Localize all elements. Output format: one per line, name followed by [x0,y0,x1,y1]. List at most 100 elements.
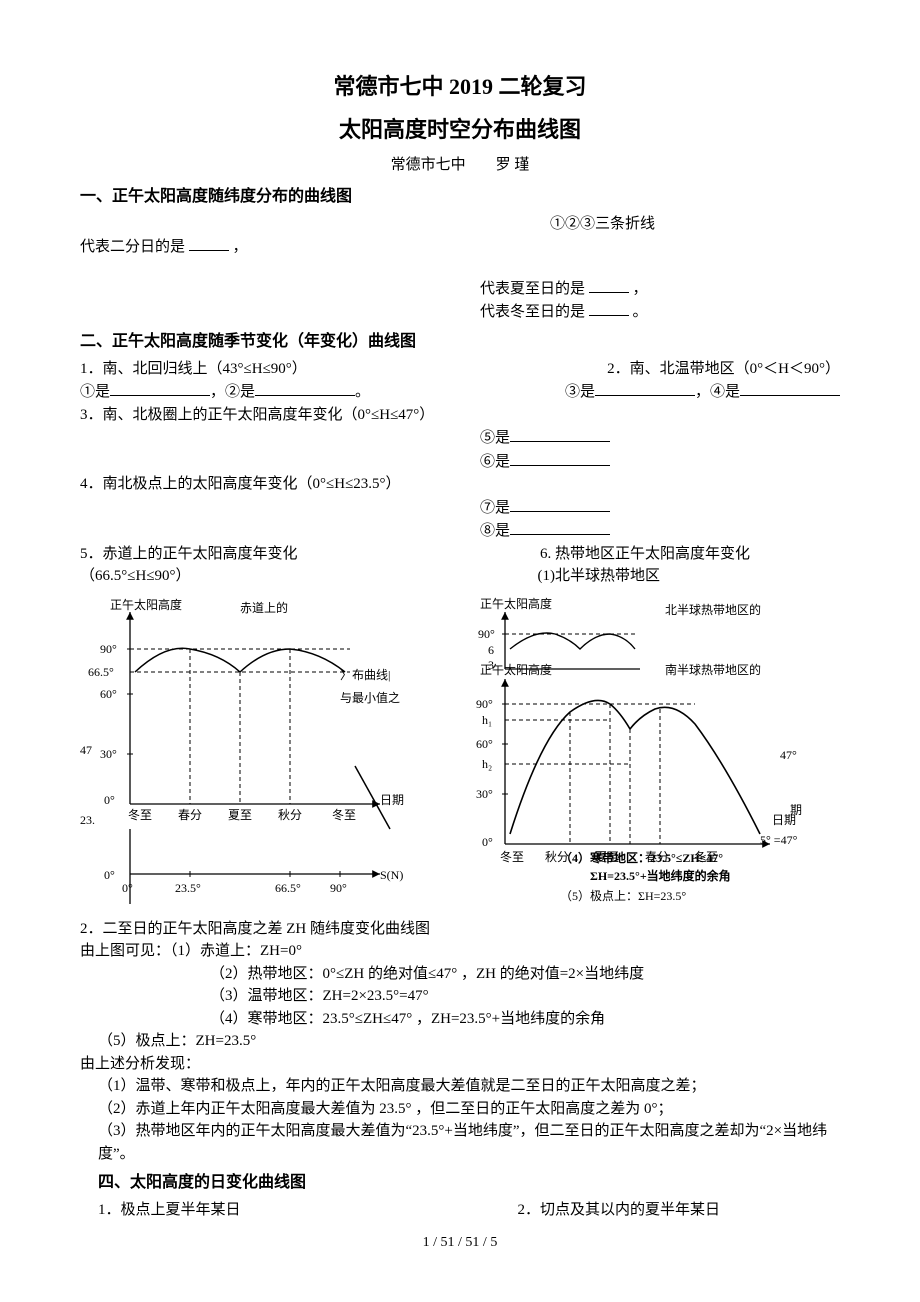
chartL-yt-4: 0° [104,793,115,807]
section-1-heading: 一、正午太阳高度随纬度分布的曲线图 [80,185,840,209]
s1-left-1a: 代表二分日的是 [80,239,185,255]
s2-line-3r-a: ⑤是 [480,426,840,450]
chartR-frag4: （4）寒带地区：23.5°≤ZH≤47° [560,850,723,865]
chartR-u-yt-0: 90° [478,627,495,641]
s2-l3r-b: ⑥是 [480,454,510,470]
chartR-yt-5: 60° [476,737,493,751]
chart-left: 〉布曲线| 与最小值之 47 23. 正午太阳高度 赤道上的 90° 66.5°… [80,594,440,914]
s2-l6b: (1)北半球热带地区 [538,565,661,588]
s2-line-3: 3．南、北极圈上的正午太阳高度年变化（0°≤H≤47°） [80,404,840,427]
s2-l2-p2a: ③是 [565,384,595,400]
s3-l8: （1）温带、寒带和极点上，年内的正午太阳高度最大差值就是二至日的正午太阳高度之差… [80,1075,840,1098]
s2-l3r-a: ⑤是 [480,430,510,446]
s1-right-2a: 代表夏至日的是 [480,281,585,297]
chartL-bt-3: 90° [330,881,347,895]
s2-l1a: 1．南、北回归线上（43°≤H≤90°） [80,358,307,381]
chartL-toplabel: 赤道上的 [240,600,288,615]
chart-right: 正午太阳高度 北半球热带地区的 90° 6 3 正午太阳高度 南半球热带地区的 … [460,594,840,914]
s1-right-3b: 。 [633,304,648,320]
chartL-bt-1: 23.5° [175,881,201,895]
s2-l4r-b: ⑧是 [480,523,510,539]
section-4-heading: 四、太阳高度的日变化曲线图 [80,1171,840,1195]
s1-right-1: ①②③三条折线 [550,213,840,236]
chartR-xt-0: 冬至 [500,849,524,864]
s1-right-2b: ， [633,281,648,297]
author-line: 常德市七中 罗 瑾 [80,154,840,177]
s2-l2-p1c: 。 [355,384,370,400]
s2-l2-p1a: ①是 [80,384,110,400]
chartR-yt-8: 0° [482,835,493,849]
chartL-xt-3: 秋分 [278,808,302,822]
chartL-behind4: 47 [80,743,92,757]
blank [510,426,610,442]
s3-l4: （3）温带地区：ZH=2×23.5°=47° [80,985,840,1008]
chartR-yt-6: h₂ [482,757,492,771]
s3-l6: （5）极点上：ZH=23.5° [80,1030,840,1053]
s1-right-3a: 代表冬至日的是 [480,304,585,320]
s3-l1: 2．二至日的正午太阳高度之差 ZH 随纬度变化曲线图 [80,918,840,941]
chartR-midtitle: 正午太阳高度 [480,662,552,677]
page-footer: 1 / 51 / 51 / 5 [80,1232,840,1253]
chartR-xlabel: 日期 [772,813,796,827]
chartL-behind2: 与最小值之 [340,690,400,705]
chartL-bt-2: 66.5° [275,881,301,895]
s2-l2-p1b: ，②是 [210,384,255,400]
s3-l5: （4）寒带地区：23.5°≤ZH≤47° ，ZH=23.5°+当地纬度的余角 [80,1008,840,1031]
s2-l2-left: ①是 ，②是 。 [80,380,370,404]
chartL-bt-0: 0° [122,881,133,895]
s3-l10: （3）热带地区年内的正午太阳高度最大差值为“23.5°+当地纬度”，但二至日的正… [80,1120,840,1165]
s2-l5a: 5．赤道上的正午太阳高度年变化 [80,543,298,566]
s2-line-4r-a: ⑦是 [480,496,840,520]
s2-l5b: 6. 热带地区正午太阳高度年变化 [540,543,750,566]
charts-row: 〉布曲线| 与最小值之 47 23. 正午太阳高度 赤道上的 90° 66.5°… [80,594,840,914]
blank [255,380,355,396]
s2-line-1: 1．南、北回归线上（43°≤H≤90°） 2．南、北温带地区（0°＜H＜90°） [80,358,840,381]
chartL-behind5: 23. [80,813,95,827]
s2-line-3r-b: ⑥是 [480,450,840,474]
chartR-yt-3: 90° [476,697,493,711]
chartL-xlabel: 日期 [380,793,404,807]
chartR-behind-3: 5° =47° [760,833,798,847]
s2-l2-p2b: ，④是 [695,384,740,400]
s2-l1b: 2．南、北温带地区（0°＜H＜90°） [607,358,840,381]
chartR-u-curve [510,633,635,649]
chartL-bot-xlabel: S(N) [380,868,403,882]
s3-l9: （2）赤道上年内正午太阳高度最大差值为 23.5° ，但二至日的正午太阳高度之差… [80,1098,840,1121]
blank [110,380,210,396]
s2-l6a: （66.5°≤H≤90°） [80,565,191,588]
s1-right-2: 代表夏至日的是 ， [480,277,840,301]
chartR-u-yt-1: 6 [488,643,494,657]
doc-title-1: 常德市七中 2019 二轮复习 [80,70,840,103]
s4-l1a: 1．极点上夏半年某日 [98,1199,241,1222]
s3-l2: 由上图可见：（1）赤道上：ZH=0° [80,940,840,963]
chartR-ytitle: 正午太阳高度 [480,596,552,611]
chartR-frag6: （5）极点上：ΣH=23.5° [560,889,686,903]
chartL-xt-4: 冬至 [332,807,356,822]
s1-left-1: 代表二分日的是 ， [80,235,840,259]
chartL-xt-2: 夏至 [228,808,252,822]
chartR-yt-7: 30° [476,787,493,801]
blank [510,450,610,466]
chartR-behind-1: 47° [780,748,797,762]
chartL-xt-0: 冬至 [128,807,152,822]
chartR-midlabel: 南半球热带地区的 [665,662,761,677]
blank [589,277,629,293]
s2-line-4: 4．南北极点上的太阳高度年变化（0°≤H≤23.5°） [80,473,840,496]
chartL-yt-0: 90° [100,642,117,656]
s2-line-4r-b: ⑧是 [480,519,840,543]
blank [595,380,695,396]
chartL-behind1: 〉布曲线| [340,668,390,682]
chartL-yt-1: 66.5° [88,665,114,679]
blank [510,519,610,535]
chartL-xt-1: 春分 [178,808,202,822]
chartL-bot-yt-0: 0° [104,868,115,882]
s1-right-3: 代表冬至日的是 。 [480,300,840,324]
s1-left-1b: ， [233,239,248,255]
section-2-heading: 二、正午太阳高度随季节变化（年变化）曲线图 [80,330,840,354]
chartR-frag5: ΣH=23.5°+当地纬度的余角 [590,868,731,883]
s4-line-1: 1．极点上夏半年某日 2．切点及其以内的夏半年某日 [80,1199,840,1222]
blank [189,235,229,251]
doc-title-2: 太阳高度时空分布曲线图 [80,113,840,146]
chartL-curve [135,648,345,672]
chartL-yt-2: 60° [100,687,117,701]
